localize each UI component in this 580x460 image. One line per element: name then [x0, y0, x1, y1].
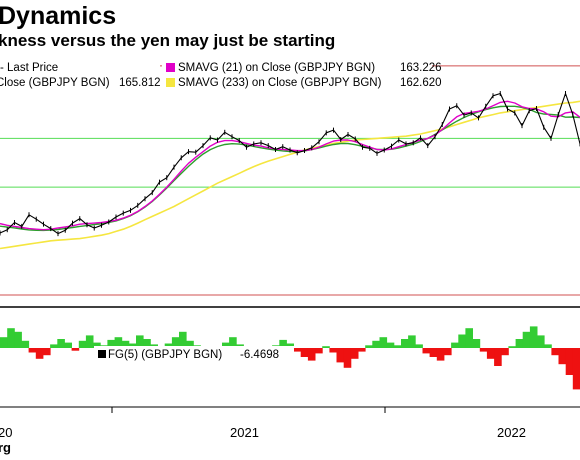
oscillator-bar-negative	[479, 348, 488, 352]
oscillator-bar-positive	[64, 342, 72, 348]
legend-item-close: Close (GBPJPY BGN)	[0, 77, 110, 89]
legend-swatch-sma233	[166, 78, 175, 87]
oscillator-bar-positive	[508, 346, 516, 348]
oscillator-bar-negative	[336, 348, 345, 363]
oscillator-bar-positive	[529, 326, 538, 348]
oscillator-bar-positive	[186, 340, 194, 348]
oscillator-bar-negative	[307, 348, 316, 361]
oscillator-bar-negative	[300, 348, 309, 357]
oscillator-bar-positive	[408, 335, 416, 348]
oscillator-bar-negative	[71, 348, 80, 351]
legend-box-left	[0, 58, 160, 88]
oscillator-legend-box	[94, 346, 294, 362]
x-tick-label: 2022	[497, 425, 526, 440]
x-tick-label: 2021	[230, 425, 259, 440]
oscillator-bar-positive	[515, 339, 524, 348]
oscillator-bar-positive	[286, 343, 294, 348]
oscillator-bar-negative	[422, 348, 431, 354]
legend-value-close: 165.812	[119, 77, 161, 89]
chart-title: Dynamics	[0, 2, 117, 30]
oscillator-bar-negative	[329, 348, 337, 353]
oscillator-bar-negative	[343, 348, 352, 368]
source-note: rg	[0, 440, 11, 455]
oscillator-bar-negative	[486, 348, 495, 359]
oscillator-bar-positive	[229, 337, 237, 348]
oscillator-bar-positive	[164, 343, 173, 348]
oscillator-bar-negative	[350, 348, 359, 359]
oscillator-bar-positive	[179, 331, 187, 348]
oscillator-bar-negative	[572, 348, 580, 390]
oscillator-bar-negative	[43, 348, 51, 356]
oscillator-bar-negative	[28, 348, 37, 353]
oscillator-bar-positive	[143, 339, 151, 348]
oscillator-bar-negative	[501, 348, 509, 356]
oscillator-bar-positive	[121, 340, 130, 348]
oscillator-bars	[0, 326, 580, 390]
x-axis: 20 2021 2022	[0, 407, 526, 440]
oscillator-bar-positive	[393, 345, 402, 348]
oscillator-bar-negative	[444, 348, 452, 356]
oscillator-bar-positive	[7, 328, 15, 348]
oscillator-bar-negative	[35, 348, 44, 359]
oscillator-bar-negative	[358, 348, 366, 352]
oscillator-bar-positive	[379, 337, 388, 348]
oscillator-bar-negative	[436, 348, 445, 361]
oscillator-bar-positive	[322, 346, 330, 348]
oscillator-bar-positive	[458, 334, 466, 348]
oscillator-bar-negative	[293, 348, 302, 352]
legend-item-sma21: SMAVG (21) on Close (GBPJPY BGN)	[178, 62, 375, 74]
legend-swatch-sma21	[166, 63, 175, 72]
oscillator-bar-negative	[551, 348, 559, 356]
oscillator-bar-negative	[315, 348, 323, 354]
oscillator-bar-positive	[107, 339, 115, 348]
oscillator-bar-positive	[128, 343, 137, 348]
oscillator-bar-positive	[279, 339, 287, 348]
legend-item-last-price: - Last Price	[0, 62, 58, 74]
oscillator-bar-positive	[472, 339, 481, 348]
oscillator-bar-positive	[451, 342, 459, 348]
chart-subtitle: kness versus the yen may just be startin…	[0, 31, 336, 50]
oscillator-bar-negative	[565, 348, 574, 375]
x-tick-label: 20	[0, 425, 12, 440]
oscillator-bar-positive	[50, 344, 58, 348]
oscillator-bar-positive	[537, 335, 545, 348]
oscillator-bar-positive	[136, 335, 144, 348]
oscillator-bar-positive	[365, 345, 373, 348]
legend-item-sma233: SMAVG (233) on Close (GBPJPY BGN)	[178, 77, 382, 89]
oscillator-legend: FG(5) (GBPJPY BGN) -6.4698	[94, 346, 294, 362]
legend-value-sma233: 162.620	[400, 77, 442, 89]
oscillator-bar-negative	[494, 348, 502, 366]
oscillator-bar-negative	[429, 348, 438, 357]
oscillator-legend-value: -6.4698	[240, 349, 279, 361]
oscillator-legend-name: FG(5) (GBPJPY BGN)	[108, 349, 222, 361]
oscillator-bar-positive	[85, 335, 94, 348]
oscillator-bar-negative	[558, 348, 567, 365]
oscillator-bar-positive	[57, 339, 65, 348]
price-panel	[0, 56, 580, 307]
series-layer	[0, 91, 580, 250]
oscillator-bar-positive	[386, 342, 395, 348]
oscillator-bar-positive	[114, 337, 123, 348]
oscillator-bar-positive	[21, 340, 30, 348]
sma233-line	[0, 100, 580, 250]
legend: - Last Price Close (GBPJPY BGN) 165.812 …	[0, 58, 442, 89]
oscillator-bar-positive	[93, 342, 101, 348]
oscillator-bar-positive	[372, 340, 380, 348]
oscillator-bar-positive	[222, 342, 230, 348]
oscillator-bar-positive	[401, 339, 409, 348]
legend-box-right	[162, 58, 432, 88]
oscillator-bar-positive	[415, 344, 423, 348]
legend-value-sma21: 163.226	[400, 62, 442, 74]
oscillator-bar-positive	[465, 328, 473, 348]
oscillator-bar-positive	[14, 331, 22, 348]
oscillator-bar-positive	[522, 331, 531, 348]
oscillator-legend-swatch	[98, 350, 106, 358]
oscillator-bar-positive	[78, 340, 87, 348]
oscillator-bar-positive	[0, 337, 8, 348]
oscillator-bar-positive	[171, 337, 180, 348]
oscillator-bar-positive	[544, 344, 552, 348]
